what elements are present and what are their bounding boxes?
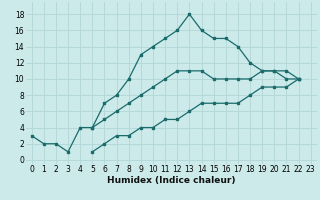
X-axis label: Humidex (Indice chaleur): Humidex (Indice chaleur) bbox=[107, 176, 236, 185]
